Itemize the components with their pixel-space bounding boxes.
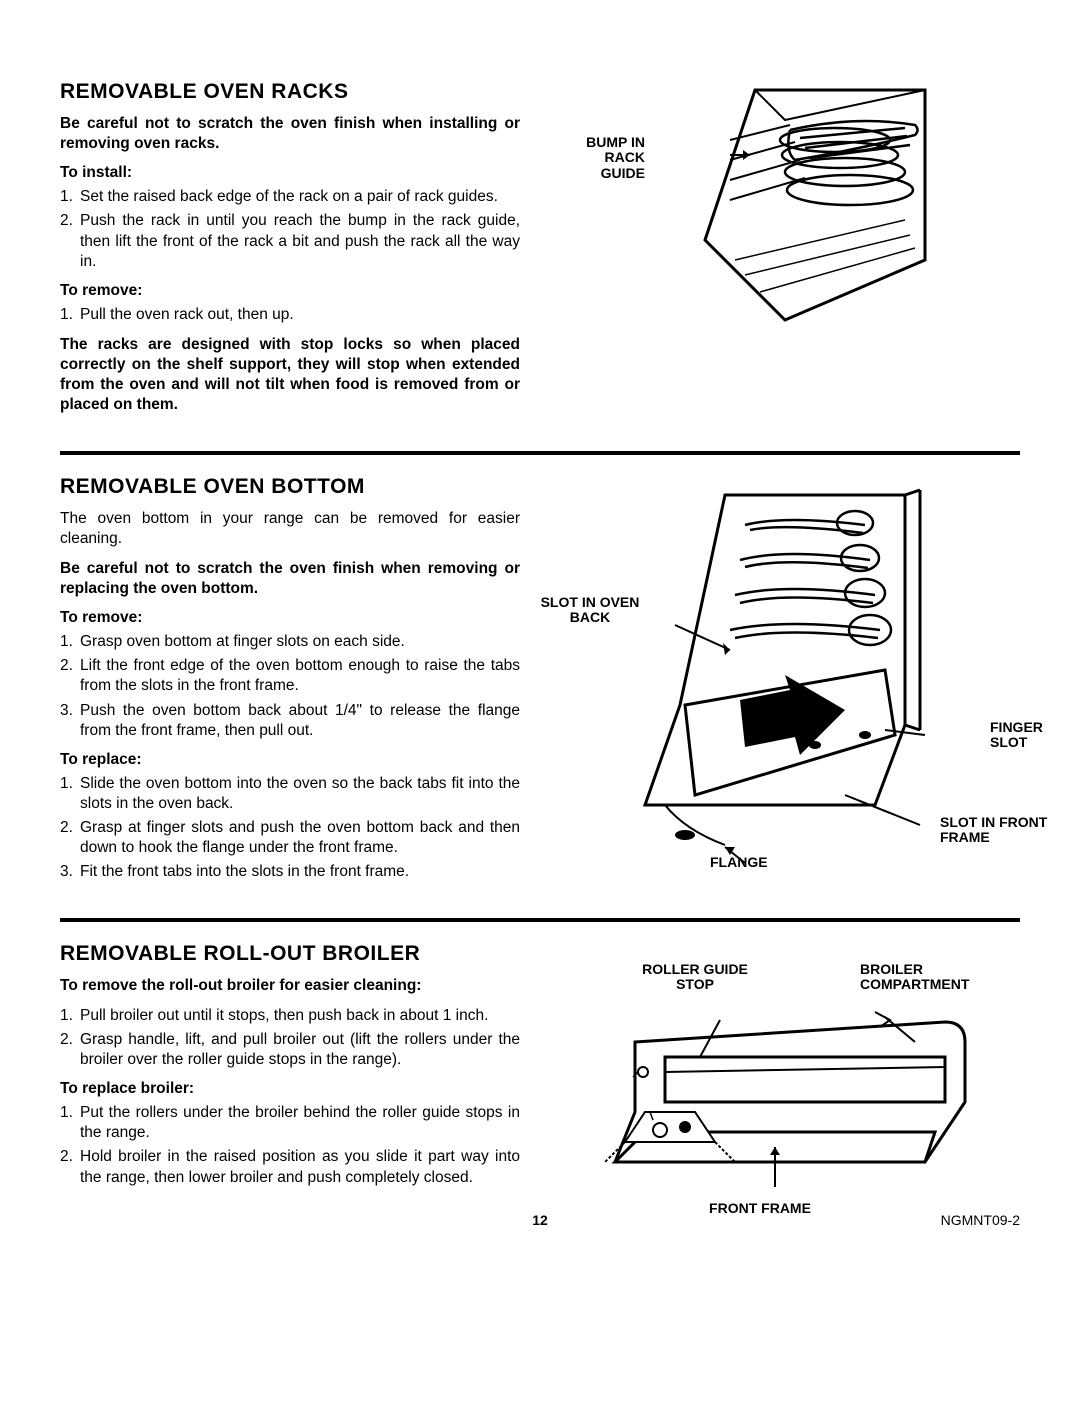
text-column: REMOVABLE OVEN RACKS Be careful not to s… — [60, 80, 520, 426]
doc-code: NGMNT09-2 — [941, 1212, 1020, 1228]
list-item: Put the rollers under the broiler behind… — [60, 1103, 520, 1143]
install-head: To install: — [60, 164, 520, 182]
list-item: Push the oven bottom back about 1/4" to … — [60, 701, 520, 741]
label-compartment: BROILER COMPARTMENT — [860, 962, 1000, 993]
list-item: Hold broiler in the raised position as y… — [60, 1147, 520, 1187]
text-column: REMOVABLE ROLL-OUT BROILER To remove the… — [60, 942, 520, 1212]
section-oven-racks: REMOVABLE OVEN RACKS Be careful not to s… — [60, 80, 1020, 426]
list-item: Lift the front edge of the oven bottom e… — [60, 656, 520, 696]
warning-bottom: Be careful not to scratch the oven finis… — [60, 559, 520, 599]
diagram-broiler: ROLLER GUIDE STOP BROILER COMPARTMENT FR… — [550, 942, 1020, 1212]
section-oven-bottom: REMOVABLE OVEN BOTTOM The oven bottom in… — [60, 475, 1020, 893]
remove-list: Grasp oven bottom at finger slots on eac… — [60, 632, 520, 741]
footer: 12 NGMNT09-2 — [60, 1212, 1020, 1232]
divider — [60, 918, 1020, 922]
oven-rack-diagram-icon — [635, 80, 935, 340]
label-roller: ROLLER GUIDE STOP — [630, 962, 760, 993]
heading-racks: REMOVABLE OVEN RACKS — [60, 80, 520, 104]
replace-list: Slide the oven bottom into the oven so t… — [60, 774, 520, 883]
list-item: Grasp oven bottom at finger slots on eac… — [60, 632, 520, 652]
label-bump: BUMP IN RACK GUIDE — [565, 135, 645, 181]
replace-head: To replace: — [60, 751, 520, 769]
list-item: Set the raised back edge of the rack on … — [60, 187, 520, 207]
label-finger: FINGER SLOT — [990, 720, 1060, 751]
broiler-diagram-icon — [575, 972, 995, 1212]
diagram-racks: BUMP IN RACK GUIDE — [550, 80, 1020, 426]
list-item: Slide the oven bottom into the oven so t… — [60, 774, 520, 814]
oven-bottom-diagram-icon — [585, 475, 985, 875]
remove-list: Pull broiler out until it stops, then pu… — [60, 1006, 520, 1070]
list-item: Pull the oven rack out, then up. — [60, 305, 520, 325]
warning-racks: Be careful not to scratch the oven finis… — [60, 114, 520, 154]
heading-broiler: REMOVABLE ROLL-OUT BROILER — [60, 942, 520, 966]
install-list: Set the raised back edge of the rack on … — [60, 187, 520, 272]
remove-head: To remove: — [60, 609, 520, 627]
remove-head: To remove: — [60, 282, 520, 300]
label-flange: FLANGE — [710, 855, 790, 870]
list-item: Pull broiler out until it stops, then pu… — [60, 1006, 520, 1026]
label-slot-back: SLOT IN OVEN BACK — [540, 595, 640, 626]
replace-head-broiler: To replace broiler: — [60, 1080, 520, 1098]
list-item: Fit the front tabs into the slots in the… — [60, 862, 520, 882]
intro-bottom: The oven bottom in your range can be rem… — [60, 509, 520, 549]
remove-list: Pull the oven rack out, then up. — [60, 305, 520, 325]
label-slot-front: SLOT IN FRONT FRAME — [940, 815, 1060, 846]
list-item: Grasp at finger slots and push the oven … — [60, 818, 520, 858]
list-item: Grasp handle, lift, and pull broiler out… — [60, 1030, 520, 1070]
remove-head-broiler: To remove the roll-out broiler for easie… — [60, 976, 520, 996]
list-item: Push the rack in until you reach the bum… — [60, 211, 520, 271]
diagram-bottom: SLOT IN OVEN BACK FINGER SLOT SLOT IN FR… — [550, 475, 1020, 893]
heading-bottom: REMOVABLE OVEN BOTTOM — [60, 475, 520, 499]
page-number: 12 — [532, 1212, 548, 1228]
divider — [60, 451, 1020, 455]
note-racks: The racks are designed with stop locks s… — [60, 335, 520, 416]
section-broiler: REMOVABLE ROLL-OUT BROILER To remove the… — [60, 942, 1020, 1212]
text-column: REMOVABLE OVEN BOTTOM The oven bottom in… — [60, 475, 520, 893]
replace-list: Put the rollers under the broiler behind… — [60, 1103, 520, 1188]
